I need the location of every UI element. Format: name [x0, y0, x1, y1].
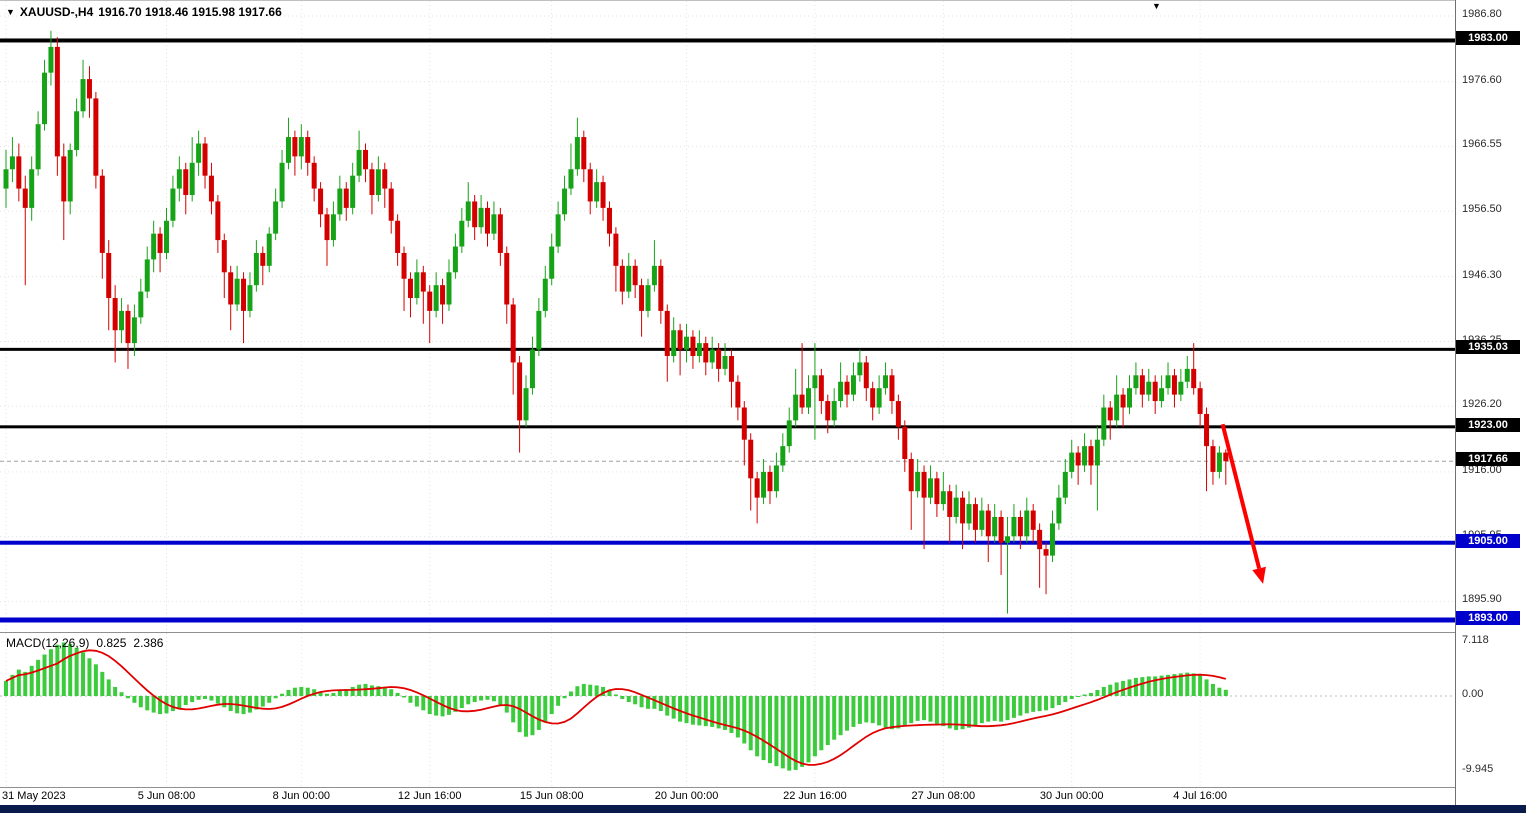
macd-axis-label: 7.118 — [1462, 634, 1489, 647]
time-axis-label: 20 Jun 00:00 — [654, 790, 719, 802]
macd-name-label: MACD(12,26,9) — [6, 636, 90, 650]
price-chart-panel[interactable] — [0, 0, 1455, 633]
horizontal-levels[interactable] — [0, 38, 1455, 623]
trend-arrow[interactable] — [1220, 423, 1266, 584]
level-line-1923 — [0, 425, 1455, 429]
down-triangle-marker-icon: ▼ — [1152, 1, 1161, 11]
symbol-period-label: XAUUSD-,H4 — [19, 5, 94, 19]
macd-axis-label: -9.945 — [1462, 762, 1494, 775]
price-axis[interactable]: 1986.801976.601966.551956.501946.301936.… — [1455, 0, 1526, 805]
time-axis-label: 12 Jun 16:00 — [397, 790, 462, 802]
price-grid — [0, 1, 1455, 633]
time-axis-label: 8 Jun 00:00 — [272, 790, 331, 802]
price-axis-label: 1976.60 — [1462, 73, 1502, 86]
time-axis-label: 22 Jun 16:00 — [783, 790, 847, 802]
price-tag-1905.00: 1905.00 — [1456, 533, 1520, 548]
macd-main-value: 0.825 — [96, 636, 127, 650]
macd-indicator-panel[interactable]: MACD(12,26,9) 0.825 2.386 — [0, 632, 1455, 788]
collapse-triangle-icon: ▼ — [6, 6, 15, 17]
price-tag-1923.00: 1923.00 — [1456, 417, 1520, 432]
price-axis-label: 1916.00 — [1462, 463, 1502, 476]
price-tag-1893.00: 1893.00 — [1456, 610, 1520, 625]
macd-signal-value: 2.386 — [133, 636, 164, 650]
macd-axis-label: 0.00 — [1462, 688, 1484, 700]
price-tag-1983.00: 1983.00 — [1456, 31, 1520, 46]
price-axis-label: 1926.20 — [1462, 398, 1502, 411]
time-axis-label: 30 Jun 00:00 — [1039, 790, 1104, 802]
price-tag-1935.03: 1935.03 — [1456, 340, 1520, 355]
time-axis-label: 31 May 2023 — [2, 790, 66, 802]
price-axis-label: 1966.55 — [1462, 138, 1502, 151]
level-line-1935.03 — [0, 347, 1455, 351]
price-axis-label: 1986.80 — [1462, 8, 1502, 20]
macd-canvas[interactable] — [0, 633, 1455, 787]
time-axis-label: 5 Jun 08:00 — [137, 790, 196, 802]
price-axis-label: 1895.90 — [1462, 593, 1502, 606]
price-axis-label: 1946.30 — [1462, 268, 1502, 281]
symbol-title: ▼ XAUUSD-,H4 1916.70 1918.46 1915.98 191… — [6, 5, 282, 19]
level-line-1983 — [0, 38, 1455, 43]
ohlc-values-label: 1916.70 1918.46 1915.98 1917.66 — [98, 5, 282, 19]
bottom-navy-bar — [0, 805, 1526, 813]
price-chart-canvas[interactable] — [0, 1, 1455, 633]
time-axis-label: 15 Jun 08:00 — [519, 790, 584, 802]
level-line-1905 — [0, 540, 1455, 545]
price-axis-label: 1956.50 — [1462, 203, 1502, 216]
macd-histogram — [4, 642, 1228, 771]
time-axis-label: 4 Jul 16:00 — [1173, 790, 1228, 802]
time-axis-label: 27 Jun 08:00 — [911, 790, 976, 802]
level-line-1893 — [0, 617, 1455, 623]
time-axis[interactable]: 31 May 2023 5 Jun 08:00 8 Jun 00:00 12 Jun … — [0, 788, 1455, 805]
macd-signal-line — [5, 649, 1227, 766]
macd-indicator-label: MACD(12,26,9) 0.825 2.386 — [6, 636, 163, 650]
price-tag-1917.66: 1917.66 — [1456, 452, 1520, 467]
candles — [3, 30, 1229, 614]
